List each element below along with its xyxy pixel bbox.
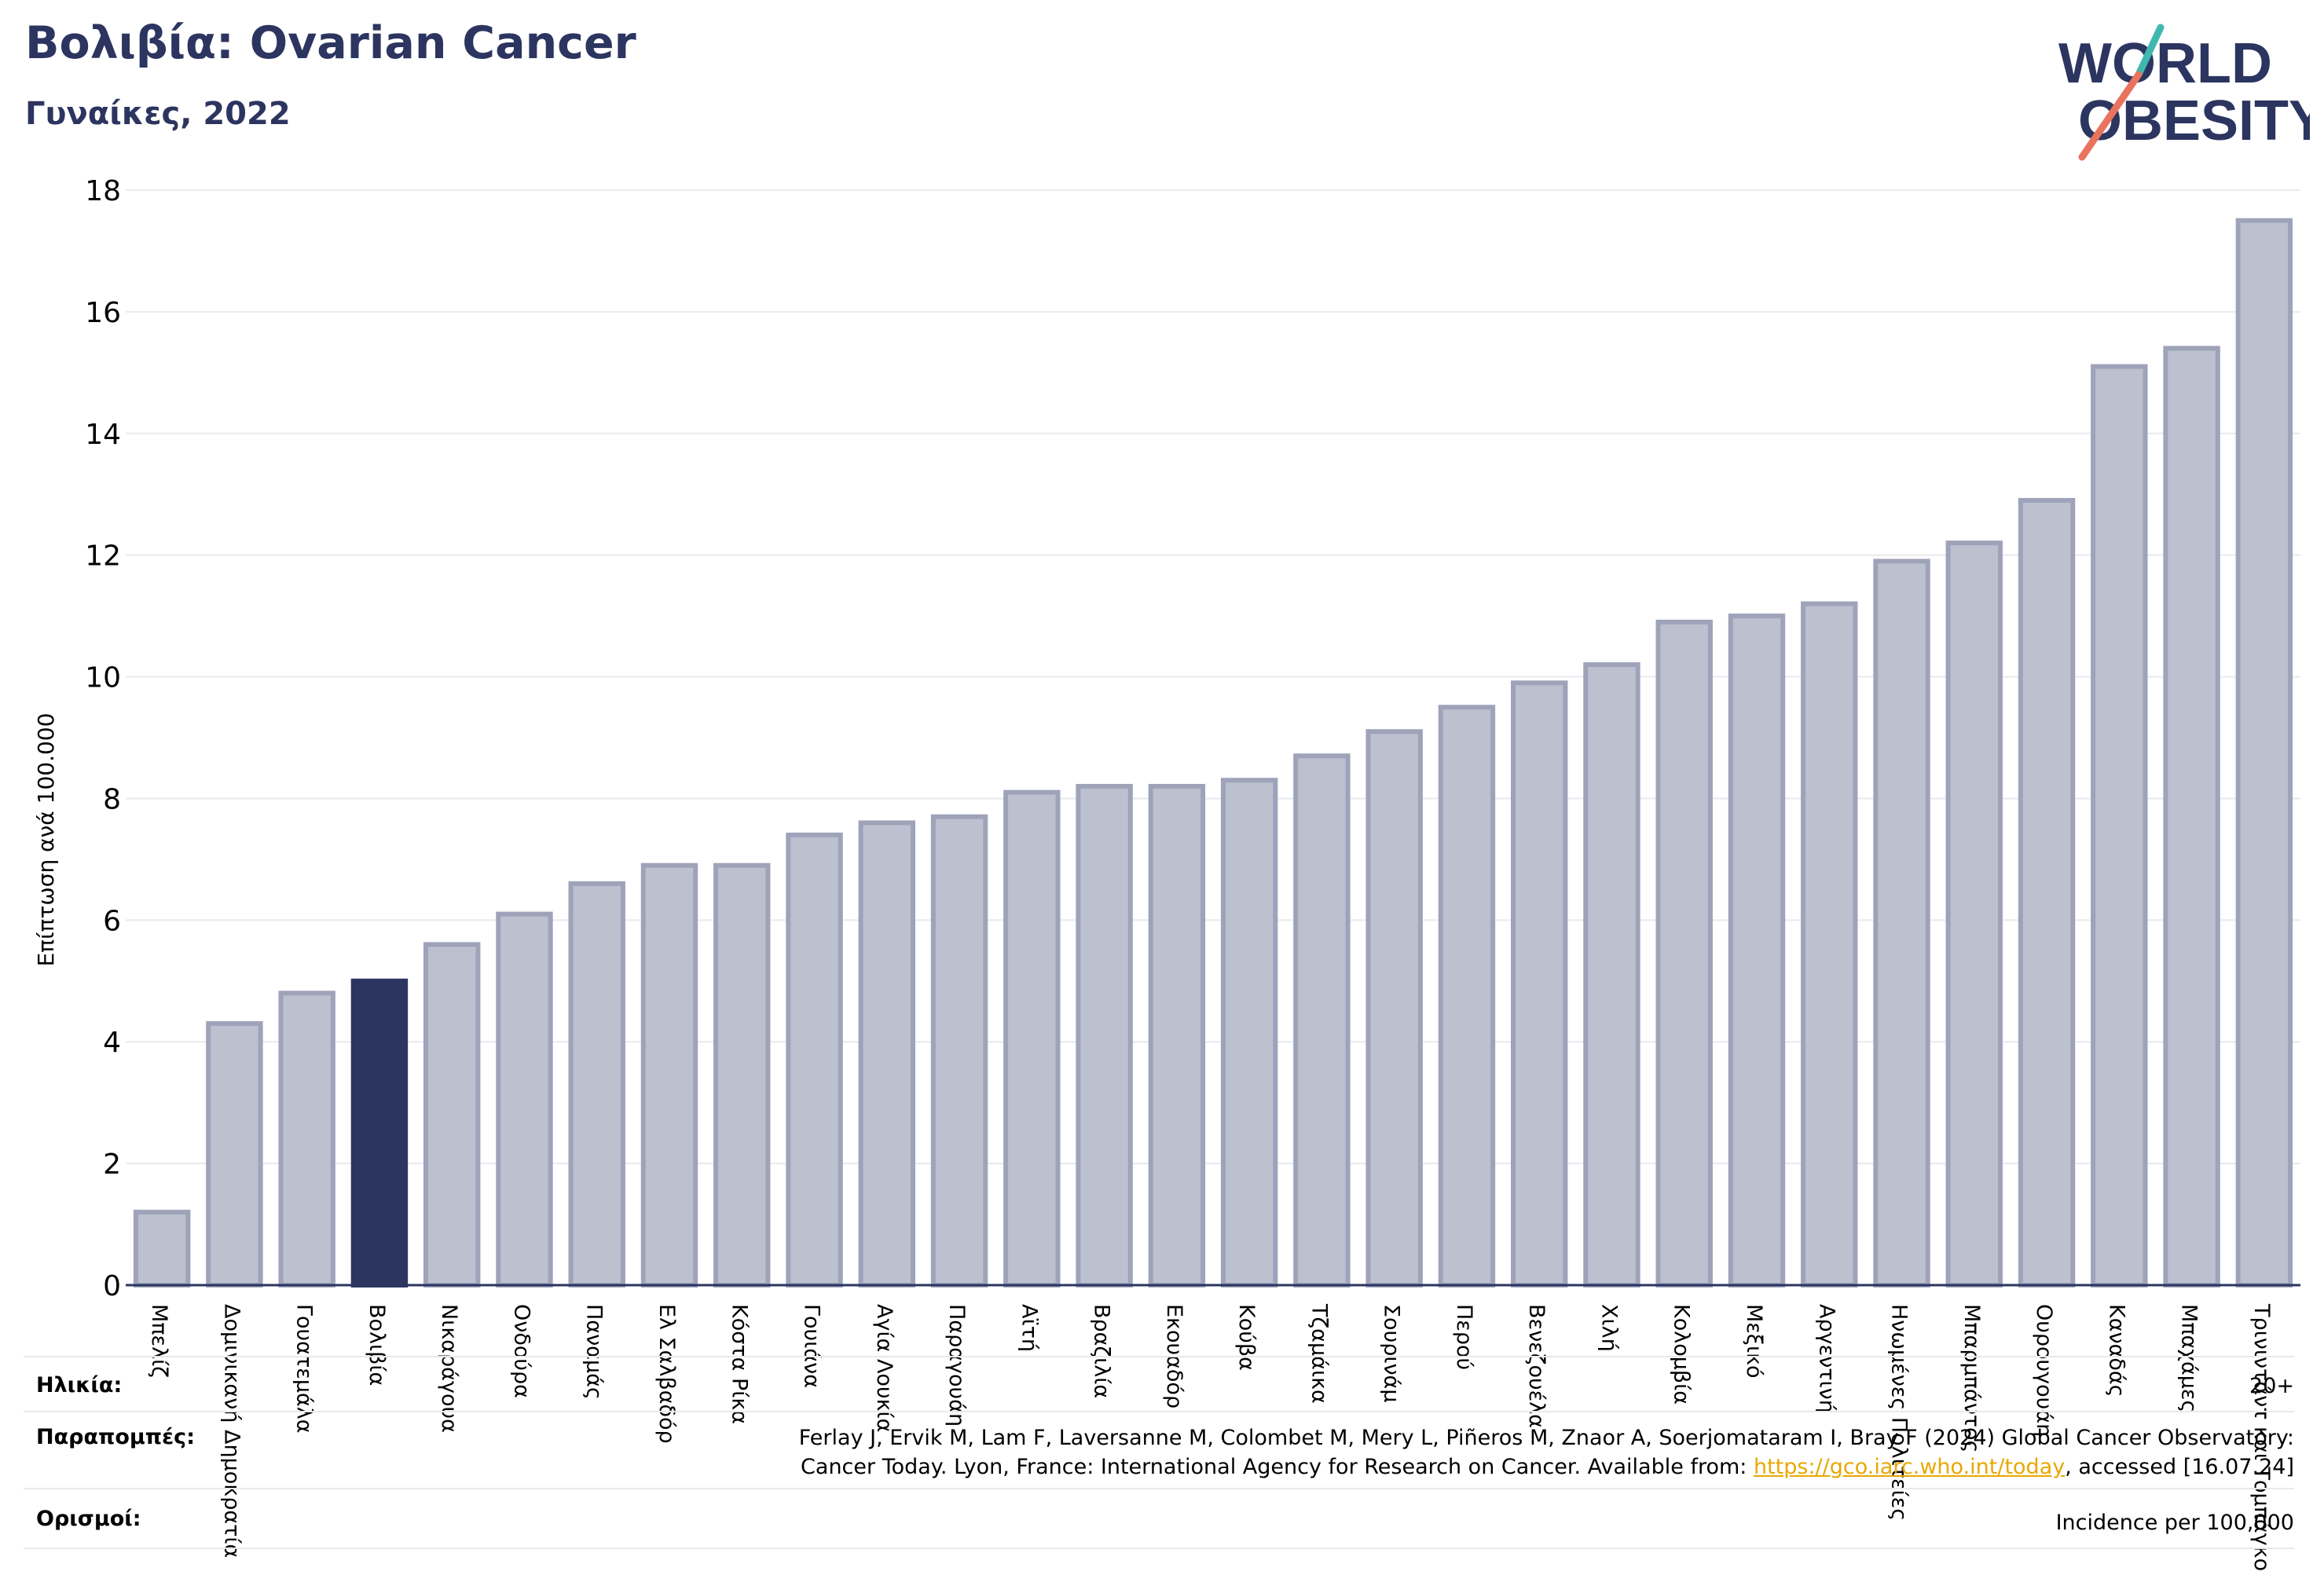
- bar-10: [786, 832, 843, 1287]
- x-tick-label: Ονδούρα: [509, 1304, 533, 1398]
- logo-slash-coral: [2078, 71, 2143, 161]
- bar-17: [1293, 753, 1351, 1287]
- bar-8: [640, 863, 698, 1287]
- x-tick-label: Μπελίζ: [147, 1304, 171, 1378]
- bar-21: [1583, 662, 1640, 1287]
- bar-12: [930, 814, 988, 1287]
- x-tick-label: Ελ Σαλβαδόρ: [654, 1304, 679, 1444]
- y-tick-label: 6: [103, 905, 121, 937]
- chart-subtitle: Γυναίκες, 2022: [25, 96, 291, 132]
- x-tick-label: Σουρινάμ: [1380, 1304, 1404, 1403]
- references-label: Παραπομπές:: [36, 1425, 195, 1449]
- x-tick-label: Καναδάς: [2104, 1304, 2128, 1397]
- bar-29: [2163, 346, 2220, 1287]
- gridlines: [126, 189, 2300, 1165]
- bar-3: [278, 991, 335, 1288]
- logo-text-world: WORLD: [2058, 32, 2272, 95]
- bar-26: [1945, 540, 2003, 1287]
- y-tick-label: 12: [85, 540, 121, 573]
- y-tick-label: 16: [85, 297, 121, 329]
- x-tick-label: Δομινικανή Δημοκρατία: [219, 1304, 244, 1558]
- bar-15: [1148, 783, 1206, 1287]
- world-obesity-logo: WORLD OBESITY: [2058, 24, 2310, 161]
- definitions-row: Ορισμοί: Incidence per 100,000: [24, 1488, 2294, 1549]
- references-line-2-start: Cancer Today. Lyon, France: Internationa…: [801, 1455, 1754, 1479]
- x-tick-label: Μπαχάμες: [2177, 1304, 2201, 1412]
- bar-7: [568, 881, 625, 1288]
- y-tick-label: 18: [85, 175, 121, 207]
- bar-18: [1365, 729, 1423, 1287]
- bars: [133, 218, 2293, 1288]
- chart-title: Βολιβία: Ovarian Cancer: [25, 17, 636, 69]
- x-tick-label: Περού: [1452, 1304, 1476, 1370]
- x-tick-label: Βενεζουέλα: [1524, 1304, 1549, 1428]
- bar-5: [423, 942, 481, 1288]
- bar-23: [1728, 614, 1786, 1287]
- y-tick-label: 0: [103, 1270, 121, 1302]
- x-tick-label: Μεξικό: [1742, 1304, 1766, 1379]
- x-tick-label: Τρινιντάντ και Τομπάγκο: [2249, 1303, 2274, 1571]
- bar-9: [713, 863, 771, 1287]
- x-tick-label: Γουιάνα: [800, 1304, 824, 1388]
- bar-2: [206, 1020, 263, 1287]
- x-tick-label: Χιλή: [1596, 1304, 1621, 1352]
- bar-1: [133, 1210, 191, 1287]
- x-tick-label: Κούβα: [1234, 1304, 1259, 1371]
- x-tick-label: Παναμάς: [582, 1304, 607, 1400]
- bar-30: [2235, 218, 2293, 1288]
- x-tick-label: Ηνωμένες Πολιτείες: [1887, 1304, 1912, 1521]
- bar-11: [858, 820, 916, 1287]
- logo-text-obesity: OBESITY: [2078, 90, 2310, 152]
- x-tick-label: Ουρουγουάη: [2032, 1304, 2056, 1437]
- references-line-1: Ferlay J, Ervik M, Lam F, Laversanne M, …: [798, 1426, 2294, 1450]
- y-axis-ticks: 0 2 4 6 8 10 12 14 16 18: [85, 175, 121, 1302]
- bar-24: [1801, 601, 1858, 1287]
- x-tick-label: Κόστα Ρίκα: [727, 1304, 751, 1424]
- bar-25: [1873, 559, 1930, 1287]
- bar-16: [1220, 778, 1278, 1287]
- y-tick-label: 2: [103, 1148, 121, 1181]
- references-line-2-end: , accessed [16.07.24]: [2065, 1455, 2294, 1479]
- logo-slash-teal: [2135, 24, 2165, 79]
- bar-20: [1510, 680, 1568, 1287]
- bar-14: [1076, 783, 1133, 1287]
- bar-28: [2091, 364, 2148, 1288]
- age-row: Ηλικία: 20+: [24, 1356, 2294, 1412]
- x-tick-label: Τζαμάικα: [1307, 1303, 1331, 1404]
- definitions-value: Incidence per 100,000: [2055, 1511, 2294, 1535]
- x-tick-label: Παραγουάη: [944, 1304, 969, 1427]
- bar-13: [1003, 789, 1061, 1287]
- bar-4: [350, 978, 409, 1288]
- bar-22: [1655, 619, 1713, 1287]
- x-tick-label: Κολομβία: [1670, 1304, 1694, 1405]
- definitions-label: Ορισμοί:: [36, 1507, 141, 1531]
- references-link[interactable]: https://gco.iarc.who.int/today: [1753, 1455, 2066, 1479]
- x-tick-label: Αϊτή: [1017, 1304, 1041, 1352]
- y-tick-label: 4: [103, 1027, 121, 1059]
- age-label: Ηλικία:: [36, 1373, 123, 1397]
- references-text: Ferlay J, Ervik M, Lam F, Laversanne M, …: [799, 1423, 2294, 1482]
- y-tick-label: 8: [103, 783, 121, 815]
- bar-27: [2018, 497, 2076, 1287]
- bar-6: [496, 911, 553, 1287]
- x-tick-label: Αργεντινή: [1814, 1304, 1838, 1413]
- bar-19: [1438, 705, 1496, 1287]
- references-row: Παραπομπές: Ferlay J, Ervik M, Lam F, La…: [24, 1411, 2294, 1489]
- references-line-2: Cancer Today. Lyon, France: Internationa…: [799, 1452, 2294, 1482]
- x-tick-label: Μπαρμπάντος: [1959, 1304, 1984, 1452]
- x-tick-label: Βραζιλία: [1090, 1304, 1114, 1398]
- y-axis-label: Επίπτωση ανά 100.000: [33, 713, 59, 967]
- y-tick-label: 14: [85, 419, 121, 451]
- y-tick-label: 10: [85, 662, 121, 694]
- x-tick-label: Βολιβία: [365, 1304, 389, 1386]
- age-value: 20+: [2249, 1374, 2294, 1398]
